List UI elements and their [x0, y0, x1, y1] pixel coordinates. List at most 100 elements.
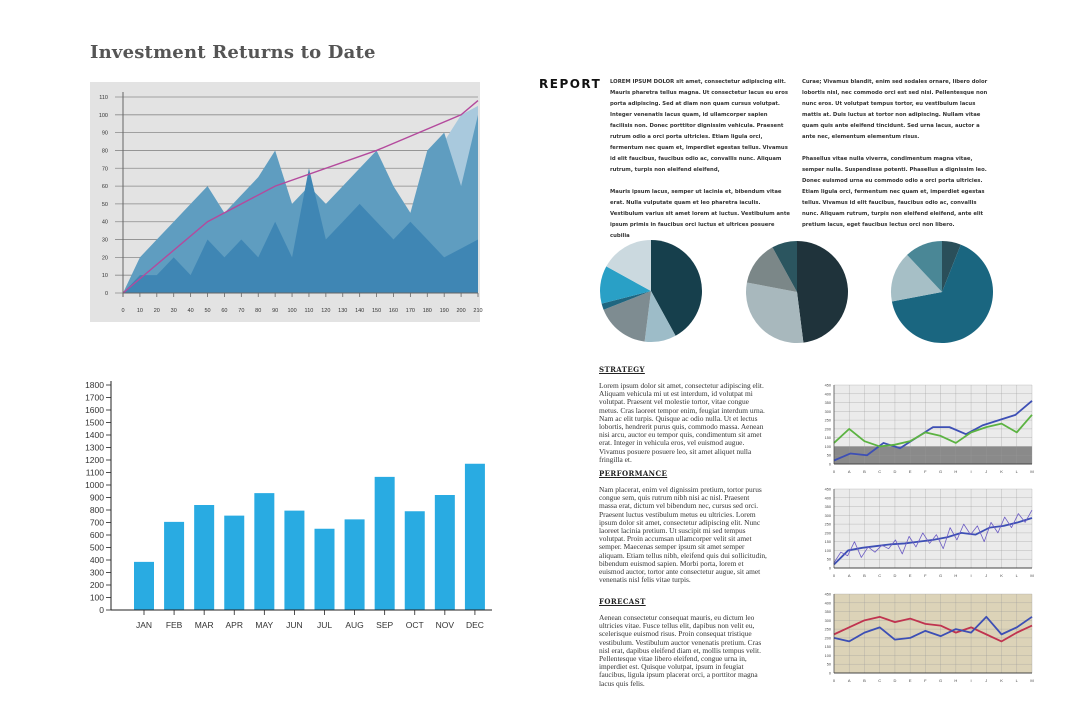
x-tick-label: M [1030, 469, 1033, 474]
report-paragraph: Mauris ipsum lacus, semper ut lacinia et… [610, 189, 790, 239]
y-tick-label: 1400 [85, 430, 104, 440]
y-tick-label: 200 [825, 636, 831, 640]
y-tick-label: 40 [102, 220, 108, 226]
x-tick-label: D [893, 573, 896, 578]
report-heading: REPORT [539, 77, 602, 91]
x-tick-label: 130 [338, 308, 347, 314]
pie-slice [891, 254, 942, 302]
line-chart-2: 0 A B C D E F G H I J K L M 0 50 100 150 200 250 300 350 400 45… [825, 488, 1034, 579]
x-tick-label: 80 [255, 308, 261, 314]
page-title: Investment Returns to Date [90, 42, 376, 63]
pie-slice [797, 241, 849, 343]
bar [194, 505, 215, 610]
x-tick-label: 60 [221, 308, 227, 314]
x-tick-label: G [939, 469, 942, 474]
report-column-2: Curae; Vivamus blandit, enim sed sodales… [802, 77, 990, 242]
y-tick-label: 0 [829, 567, 831, 571]
section-title: FORECAST [599, 597, 646, 606]
x-tick-label: G [939, 678, 942, 683]
pie-slice [601, 291, 651, 310]
section-body: Lorem ipsum dolor sit amet, consectetur … [599, 381, 765, 464]
bar [134, 561, 154, 610]
trend-line [122, 100, 479, 294]
x-tick-label: H [954, 469, 957, 474]
y-tick-label: 350 [825, 505, 831, 509]
pie-slice [606, 240, 651, 291]
y-tick-label: 100 [99, 113, 108, 119]
x-tick-label: G [939, 573, 942, 578]
y-tick-label: 110 [99, 95, 108, 101]
x-tick-label: NOV [436, 620, 455, 630]
y-tick-label: 50 [102, 202, 108, 208]
x-tick-label: 0 [833, 678, 836, 683]
y-tick-label: 1600 [85, 405, 104, 415]
x-tick-label: 0 [833, 573, 836, 578]
x-tick-label: K [1000, 469, 1003, 474]
y-tick-label: 250 [825, 419, 831, 423]
y-tick-label: 250 [825, 628, 831, 632]
x-tick-label: C [878, 573, 881, 578]
y-tick-label: 300 [825, 410, 831, 414]
y-tick-label: 700 [90, 518, 104, 528]
x-tick-label: C [878, 678, 881, 683]
y-tick-label: 100 [90, 593, 104, 603]
y-tick-label: 20 [102, 255, 108, 261]
y-tick-label: 1100 [86, 468, 105, 478]
line-series-purple [833, 509, 1033, 563]
y-tick-label: 50 [827, 663, 831, 667]
report-paragraph: Phasellus vitae nulla viverra, condiment… [802, 156, 987, 228]
y-tick-label: 1200 [85, 455, 104, 465]
x-tick-label: DEC [466, 620, 484, 630]
pie-chart-2 [746, 241, 849, 343]
y-tick-label: 400 [825, 392, 831, 396]
section-body: Aenean consectetur consequat mauris, eu … [599, 613, 762, 688]
x-tick-label: 30 [171, 308, 177, 314]
pie-slice [907, 241, 942, 292]
section-performance: PERFORMANCE Nam placerat, enim vel digni… [599, 469, 769, 584]
x-tick-label: I [971, 469, 972, 474]
pie-slice [942, 241, 961, 292]
y-tick-label: 1800 [85, 380, 104, 390]
y-tick-label: 200 [90, 580, 104, 590]
y-tick-label: 400 [825, 496, 831, 500]
y-tick-label: 0 [99, 605, 104, 615]
x-tick-label: B [863, 573, 866, 578]
x-tick-label: F [924, 573, 927, 578]
x-tick-label: A [848, 678, 851, 683]
line-chart-3: 0 A B C D E F G H I J K L M 0 50 100 150 200 250 300 350 400 45… [825, 593, 1034, 684]
report-paragraph: Curae; Vivamus blandit, enim sed sodales… [802, 79, 988, 140]
pie-slice [746, 247, 797, 292]
bar [224, 515, 245, 610]
x-tick-label: L [1016, 469, 1019, 474]
x-tick-label: L [1016, 573, 1019, 578]
x-tick-label: 140 [355, 308, 364, 314]
y-tick-label: 10 [102, 273, 108, 279]
y-tick-label: 300 [825, 514, 831, 518]
x-tick-label: J [985, 573, 987, 578]
y-tick-label: 350 [825, 401, 831, 405]
pie-slice [891, 244, 993, 343]
y-tick-label: 250 [825, 523, 831, 527]
x-tick-label: MAR [195, 620, 214, 630]
bar [314, 528, 335, 610]
x-tick-label: I [971, 678, 972, 683]
section-title: PERFORMANCE [599, 469, 668, 478]
y-tick-label: 1300 [85, 443, 104, 453]
y-tick-label: 70 [102, 166, 108, 172]
y-tick-label: 450 [825, 488, 831, 492]
section-title: STRATEGY [599, 365, 645, 374]
x-tick-label: 110 [305, 308, 314, 314]
y-tick-label: 300 [825, 619, 831, 623]
area-chart: 0 10 20 30 40 50 60 70 80 90 100 110 0 10 20 30 40 50 60 70… [90, 82, 483, 322]
x-tick-label: F [924, 469, 927, 474]
line-series-blue [833, 615, 1033, 643]
y-tick-label: 60 [102, 184, 108, 190]
line-series-blue [833, 400, 1033, 462]
x-tick-label: 170 [406, 308, 415, 314]
x-tick-label: 200 [457, 308, 466, 314]
x-tick-label: 10 [137, 308, 143, 314]
y-tick-label: 50 [827, 454, 831, 458]
y-tick-label: 150 [825, 645, 831, 649]
pie-chart-1 [600, 240, 702, 342]
y-tick-label: 100 [825, 549, 831, 553]
